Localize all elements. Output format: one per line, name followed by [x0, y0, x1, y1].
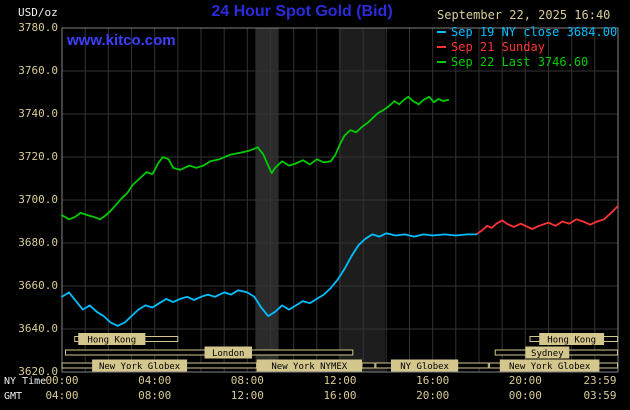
- legend: Sep 19 NY close 3684.00 Sep 21 Sunday Sep …: [437, 24, 617, 69]
- session-label: NY Globex: [400, 362, 449, 372]
- x-tick-gmt: 20:00: [416, 389, 450, 402]
- legend-item: Sep 21 Sunday: [437, 39, 617, 54]
- x-tick-gmt: 16:00: [323, 389, 357, 402]
- legend-line-swatch: [437, 60, 446, 63]
- session-label-box: [256, 359, 362, 372]
- session-label: Hong Kong: [547, 336, 596, 346]
- y-tick-label: 3720.0: [18, 150, 58, 163]
- ny-time-axis-label: NY Time: [4, 376, 47, 387]
- x-tick-ny: 04:00: [138, 374, 172, 387]
- unit-label: USD/oz: [18, 6, 58, 19]
- session-label: New York Globex: [509, 362, 591, 372]
- x-tick-ny: 12:00: [323, 374, 357, 387]
- x-tick-ny: 20:00: [508, 374, 542, 387]
- legend-item: Sep 22 Last 3746.60: [437, 54, 617, 69]
- legend-item: Sep 19 NY close 3684.00: [437, 24, 617, 39]
- series-line-sep19: [61, 232, 478, 327]
- x-tick-ny: 00:00: [45, 374, 79, 387]
- x-tick-ny: 23:59: [583, 374, 617, 387]
- session-strip: [61, 362, 376, 369]
- x-tick-ny: 16:00: [416, 374, 450, 387]
- session-label-box: [499, 359, 600, 372]
- x-tick-gmt: 00:00: [508, 389, 542, 402]
- session-label-box: [525, 346, 570, 359]
- y-tick-label: 3760.0: [18, 64, 58, 77]
- y-tick-label: 3620.0: [18, 365, 58, 378]
- y-tick-label: 3700.0: [18, 193, 58, 206]
- gmt-axis-label: GMT: [4, 391, 23, 402]
- session-label-box: [204, 346, 252, 359]
- y-tick-label: 3780.0: [18, 21, 58, 34]
- session-label-box: [78, 333, 146, 345]
- chart-title: 24 Hour Spot Gold (Bid): [211, 3, 393, 20]
- legend-label: Sep 22 Last 3746.60: [451, 54, 589, 69]
- y-tick-label: 3740.0: [18, 107, 58, 120]
- x-tick-gmt: 04:00: [45, 389, 79, 402]
- timestamp: September 22, 2025 16:40: [437, 8, 611, 22]
- session-label-box: [539, 333, 605, 345]
- x-tick-gmt: 12:00: [230, 389, 264, 402]
- x-tick-ny: 08:00: [230, 374, 264, 387]
- x-tick-gmt: 08:00: [138, 389, 172, 402]
- plot-frame: [61, 27, 619, 373]
- session-label: New York NYMEX: [271, 362, 347, 372]
- legend-line-swatch: [437, 45, 446, 48]
- legend-label: Sep 19 NY close 3684.00: [451, 24, 618, 39]
- kitco-link[interactable]: www.kitco.com: [67, 32, 176, 49]
- session-label-box: [391, 359, 459, 372]
- y-tick-label: 3660.0: [18, 279, 58, 292]
- series-line-sep21: [476, 205, 619, 235]
- session-label-box: [92, 359, 188, 372]
- legend-line-swatch: [437, 30, 446, 33]
- series-line-sep22: [61, 95, 450, 221]
- y-tick-label: 3640.0: [18, 322, 58, 335]
- x-tick-gmt: 03:59: [583, 389, 617, 402]
- session-label: Hong Kong: [87, 336, 136, 346]
- legend-label: Sep 21 Sunday: [451, 39, 545, 54]
- session-label: Sydney: [531, 349, 564, 359]
- session-label: New York Globex: [99, 362, 181, 372]
- session-label: London: [212, 349, 245, 359]
- y-tick-label: 3680.0: [18, 236, 58, 249]
